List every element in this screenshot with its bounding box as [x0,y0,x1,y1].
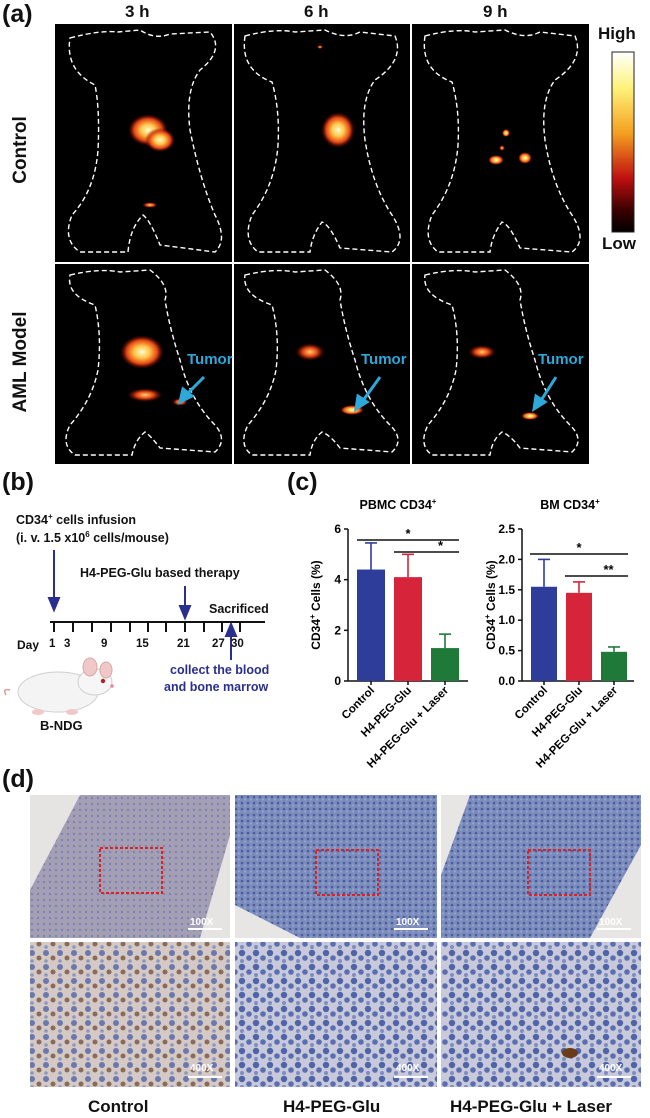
mouse-outlines-row1 [67,29,581,253]
column-label-control: Control [88,1097,149,1116]
colorbar [611,51,635,233]
tumor-label-3h: Tumor [187,351,233,368]
pbmc-cd34-chart: PBMC CD34+CD34+ Cells (%)0246ControlH4-P… [308,497,468,771]
mag-label-400x-3: 400X [599,1063,623,1074]
signal-control-9h [488,129,532,165]
day-tick-21: 21 [177,638,190,650]
day-tick-15: 15 [136,638,149,650]
infusion-line1: CD34+ cells infusion [16,512,136,528]
signal-control-3h [128,114,175,208]
day-tick-27: 27 [212,638,225,650]
significance-mark: * [438,538,444,553]
therapy-label: H4-PEG-Glu based therapy [80,566,240,580]
tumor-arrows [177,375,558,413]
mag-label-400x-2: 400X [396,1063,420,1074]
mag-label-100x-1: 100X [190,917,214,928]
bar-h4-peg-glu-laser [431,648,459,681]
colorbar-high-label: High [598,24,636,43]
day-tick-30: 30 [231,638,244,650]
y-tick-label: 2 [334,623,341,637]
signal-aml-6h [295,343,364,415]
x-tick-label: Control [340,685,377,722]
day-tick-3: 3 [64,638,71,650]
tumor-label-9h: Tumor [538,351,584,368]
y-tick-label: 2.5 [498,522,515,536]
signal-aml-9h [468,345,539,420]
image-control-6h [234,24,410,262]
panel-a-label: (a) [2,0,33,28]
signal-aml-3h [120,335,188,406]
histology-h4-100x [235,795,437,938]
timeline [47,550,265,660]
significance-mark: * [576,540,582,555]
y-tick-label: 4 [334,573,341,587]
tumor-label-6h: Tumor [361,351,407,368]
time-label-6h: 6 h [304,2,329,21]
histology-h4-400x [235,942,437,1087]
mag-label-100x-2: 100X [396,917,420,928]
histology-control-400x [30,942,230,1087]
mag-label-400x-1: 400X [190,1063,214,1074]
histology-laser-100x [441,795,641,938]
y-tick-label: 6 [334,522,341,536]
time-label-9h: 9 h [483,2,508,21]
y-tick-label: 0 [334,674,341,688]
panel-d-label: (d) [2,765,34,793]
y-tick-label: 0.5 [498,644,515,658]
mag-label-100x-3: 100X [599,917,623,928]
scale-bars [188,928,631,1078]
y-tick-label: 1.0 [498,613,515,627]
histology-control-100x [30,795,230,938]
column-label-laser: H4-PEG-Glu + Laser [450,1097,613,1116]
sacrificed-label: Sacrificed [209,602,269,616]
y-tick-label: 0.0 [498,674,515,688]
chart-title: PBMC CD34+ [360,497,437,512]
y-tick-label: 1.5 [498,583,515,597]
image-control-9h [412,24,589,262]
y-tick-label: 2.0 [498,552,515,566]
bar-control [531,586,557,681]
image-aml-9h [412,264,589,464]
day-tick-1: 1 [49,638,56,650]
histology-grid [30,795,641,1087]
chart-title: BM CD34+ [540,497,600,512]
significance-mark: ** [603,562,614,577]
bm-cd34-chart: BM CD34+ CD34+ Cells (%) 0.0 0.5 1.0 1.5 2.0 2.… [483,497,634,771]
time-label-3h: 3 h [125,2,150,21]
mouse-strain-label: B-NDG [40,718,83,733]
mouse-outlines-row2 [65,269,579,456]
panel-b-label: (b) [2,468,34,496]
image-aml-6h [234,264,410,464]
y-axis-label: CD34+ Cells (%) [483,560,498,649]
y-axis-label: CD34+ Cells (%) [308,560,323,649]
collect-line2: and bone marrow [164,680,269,694]
mouse-illustration [3,657,114,715]
histology-laser-400x [441,942,641,1087]
panel-c-label: (c) [287,468,318,496]
infusion-line2: (i. v. 1.5 x106 cells/mouse) [16,530,169,546]
bar-h4-peg-glu [394,577,422,681]
collect-line1: collect the blood [170,663,270,677]
bar-h4-peg-glu [566,592,592,681]
signal-control-6h [317,45,355,148]
day-label: Day [17,638,40,652]
bar-h4-peg-glu-laser [601,651,627,681]
bar-control [357,569,385,681]
colorbar-low-label: Low [602,234,636,253]
day-tick-9: 9 [101,638,108,650]
column-label-h4: H4-PEG-Glu [283,1097,381,1116]
fluorescence-image-grid [55,24,635,464]
significance-mark: * [405,526,411,541]
